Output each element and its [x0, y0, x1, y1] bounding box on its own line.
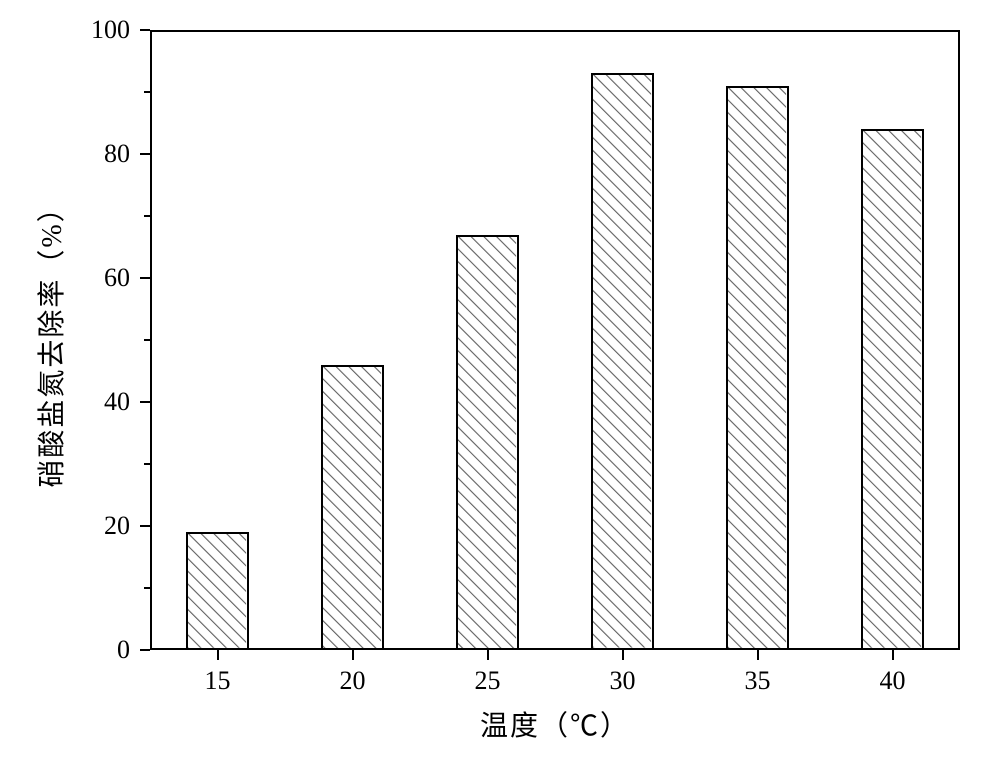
x-tick-label: 20 [340, 666, 366, 696]
bar-hatch [188, 534, 246, 648]
bar [861, 129, 923, 650]
x-tick-label: 40 [880, 666, 906, 696]
y-tick-label: 0 [70, 635, 130, 665]
y-tick-label: 20 [70, 511, 130, 541]
x-tick [892, 650, 894, 660]
x-tick [757, 650, 759, 660]
x-tick-label: 35 [745, 666, 771, 696]
y-minor-tick [144, 91, 150, 93]
plot-area: 020406080100152025303540 [150, 30, 960, 650]
x-tick-label: 15 [205, 666, 231, 696]
y-tick [140, 153, 150, 155]
bar-hatch [323, 367, 381, 648]
bar [321, 365, 383, 650]
bar [456, 235, 518, 650]
bar-hatch [728, 88, 786, 648]
y-tick [140, 29, 150, 31]
y-tick-label: 40 [70, 387, 130, 417]
y-tick [140, 401, 150, 403]
x-tick [217, 650, 219, 660]
x-tick-label: 25 [475, 666, 501, 696]
axis-line-left [150, 30, 152, 650]
bar [591, 73, 653, 650]
bar [726, 86, 788, 650]
axis-line-bottom [150, 648, 960, 650]
bar-hatch [863, 131, 921, 648]
axis-line-top [150, 30, 960, 32]
y-tick [140, 277, 150, 279]
axis-line-right [958, 30, 960, 650]
y-minor-tick [144, 587, 150, 589]
bar-hatch [458, 237, 516, 648]
x-tick [487, 650, 489, 660]
bar-hatch [593, 75, 651, 648]
x-tick [352, 650, 354, 660]
y-minor-tick [144, 215, 150, 217]
y-axis-label: 硝酸盐氮去除率（%） [30, 192, 70, 487]
y-tick [140, 525, 150, 527]
y-tick-label: 100 [70, 15, 130, 45]
x-axis-label: 温度（℃） [480, 704, 630, 744]
x-tick-label: 30 [610, 666, 636, 696]
y-minor-tick [144, 339, 150, 341]
y-tick [140, 649, 150, 651]
bar [186, 532, 248, 650]
y-minor-tick [144, 463, 150, 465]
x-tick [622, 650, 624, 660]
figure: 020406080100152025303540 硝酸盐氮去除率（%） 温度（℃… [0, 0, 1000, 763]
y-tick-label: 60 [70, 263, 130, 293]
y-tick-label: 80 [70, 139, 130, 169]
